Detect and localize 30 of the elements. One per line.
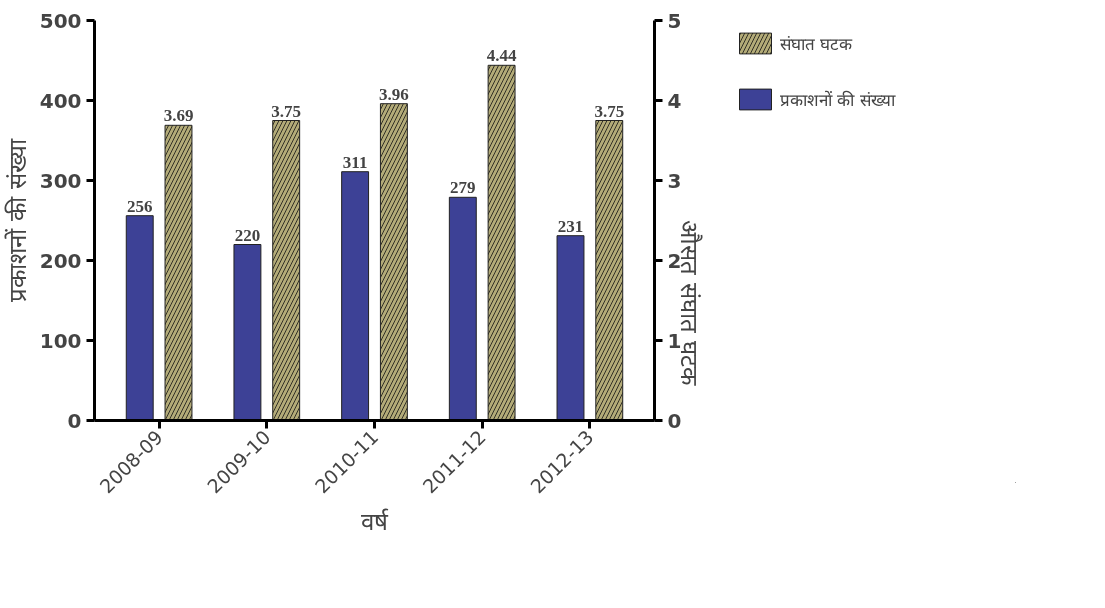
data-label: 3.96 xyxy=(379,84,409,104)
data-label: 3.69 xyxy=(163,106,194,126)
y-tick-label: 100 xyxy=(39,328,82,353)
bar xyxy=(556,235,585,421)
y-tick-label: 300 xyxy=(39,168,82,193)
y-tick-label: 0 xyxy=(67,408,82,433)
bar xyxy=(125,215,154,421)
y2-tick-label: 0 xyxy=(667,408,682,433)
bar xyxy=(448,196,477,421)
x-axis-title: वर्ष xyxy=(361,507,389,536)
data-label: 311 xyxy=(342,152,368,172)
data-label: 279 xyxy=(450,178,476,198)
legend-label: प्रकाशनों की संख्या xyxy=(780,88,895,111)
data-label: 220 xyxy=(234,225,261,245)
legend-label: संघात घटक xyxy=(780,32,853,55)
data-label: 256 xyxy=(126,196,153,216)
data-label: 231 xyxy=(557,216,584,236)
y2-tick-label: 5 xyxy=(667,8,682,33)
data-label: 4.44 xyxy=(486,46,517,66)
y-tick-label: 400 xyxy=(39,88,82,113)
y2-tick-label: 4 xyxy=(667,88,682,113)
data-label: 3.75 xyxy=(594,101,625,121)
bar xyxy=(341,171,370,421)
y-axis-title: प्रकाशनों की संख्या xyxy=(3,138,32,302)
bar xyxy=(233,244,262,421)
y2-tick-label: 3 xyxy=(667,168,682,193)
y2-tick-label: 2 xyxy=(667,248,682,273)
y-tick-label: 500 xyxy=(39,8,82,33)
y-tick-label: 200 xyxy=(39,248,82,273)
data-label: 3.75 xyxy=(271,101,302,121)
